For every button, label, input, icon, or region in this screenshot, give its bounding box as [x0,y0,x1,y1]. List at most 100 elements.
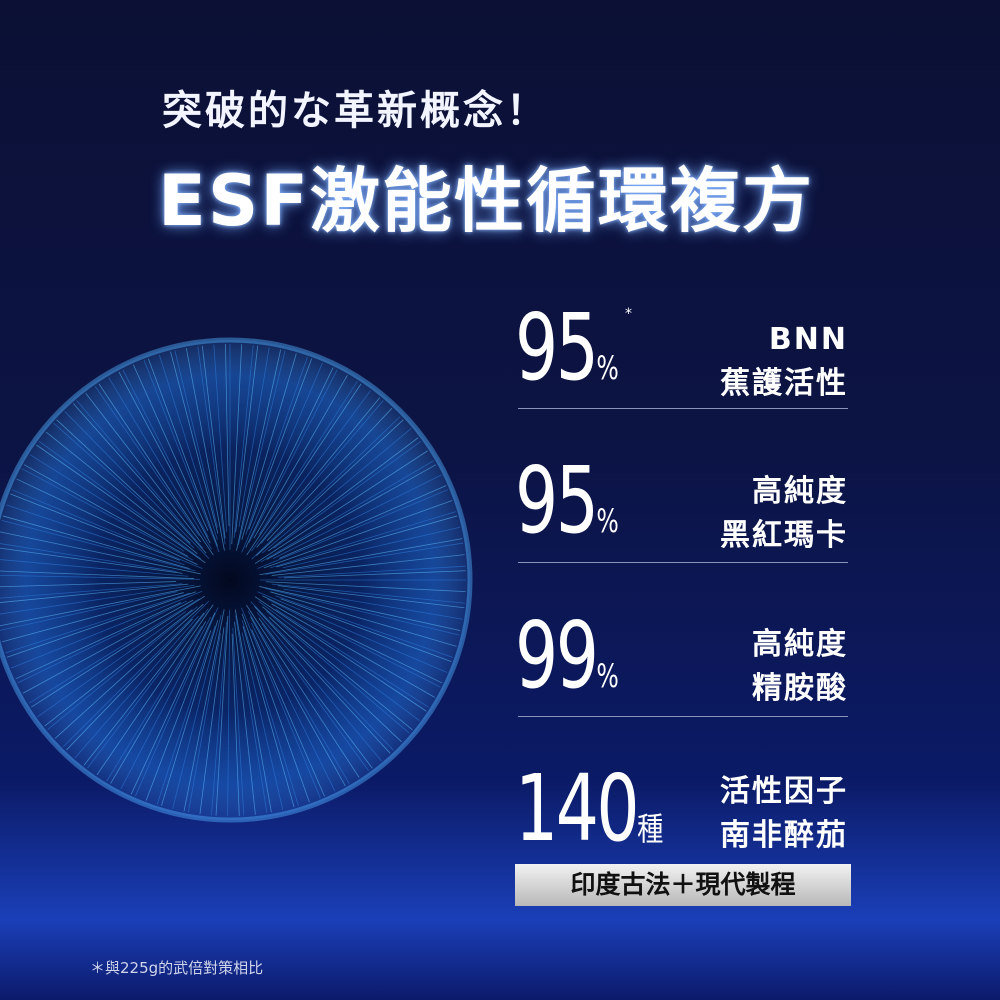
sphere-ray [0,591,178,631]
sphere-ray [251,622,336,792]
sphere-ray [273,440,422,549]
sphere-ray [0,574,201,580]
sphere-ray [94,386,200,536]
sphere-ray [231,344,243,545]
sphere-ray [122,369,209,538]
label-line: 南非醉茄 [720,818,848,853]
sphere-ray [232,627,245,816]
sphere-ray [265,542,464,575]
stat-label: 高純度黑紅瑪卡 [720,470,848,558]
sphere-ray [197,346,226,545]
sphere-ray [213,344,228,533]
sphere-ray [56,419,191,544]
sphere-ray [23,464,189,557]
note-mark: * [625,306,632,322]
sphere-ray [254,606,391,754]
label-line: 黑紅瑪卡 [720,518,848,553]
sphere-ray [130,612,216,795]
sphere-ray [172,614,222,810]
label-line: 活性因子 [720,774,848,809]
sphere-ray [266,464,437,560]
sphere-ray [271,554,465,576]
sphere-ray [258,618,373,769]
sphere-ray [241,632,284,811]
sphere-ray [250,616,346,787]
sphere-ray [261,623,370,772]
banner: 印度古法＋現代製程 [515,864,851,906]
sphere-ray [279,485,447,559]
sphere-ray [62,600,210,748]
sphere-ray [275,608,429,708]
stat-label: 活性因子 南非醉茄 [720,770,848,858]
sphere-ray [199,627,225,815]
sphere-ray [110,621,207,784]
sphere-ray [269,616,402,743]
title: ESF激能性循環複方 [158,160,815,242]
sphere-ray [85,392,201,543]
sphere-ray [261,428,412,554]
sphere-ray [260,460,434,563]
sphere-rays [0,344,466,816]
sphere-ray [235,345,259,533]
sphere-ray [211,621,228,816]
sphere-ray [73,403,207,554]
sphere-ray [265,581,466,593]
sphere-ray [37,610,187,718]
sphere-ray [96,604,214,776]
sphere-ray [260,400,384,544]
sphere-ray [5,592,191,654]
sphere-ray [257,489,449,569]
sphere-ray [266,610,410,734]
sphere-ray [45,431,198,554]
subtitle: 突破的な革新概念！ [162,88,549,134]
stat-value: 95 [515,447,599,554]
sphere-ray [215,615,229,816]
sphere-ray [257,591,448,673]
sphere-ray [271,603,435,698]
label-line: 高純度 [752,474,848,509]
sphere-ray [233,345,254,539]
sphere-ray [238,347,270,527]
sphere-ray [283,570,466,579]
sphere-ray [11,489,203,569]
stat-number: 140種 [515,763,663,855]
sphere-ray [246,383,362,556]
sphere-ray [271,583,465,604]
sphere-ray [241,362,323,553]
sphere-rim [0,337,473,823]
sphere-ray [241,353,297,540]
sphere-ray [6,504,185,566]
sphere-ray [263,500,453,569]
sphere-ray [53,422,195,549]
sphere-ray [21,468,194,561]
sphere-ray [248,369,338,543]
sphere-ray [256,397,381,548]
sphere-ray [256,611,382,762]
sphere-ray [268,437,419,552]
stat-number: 95% [515,302,619,394]
sphere-ray [108,377,212,550]
sphere-ray [241,620,299,806]
stat-unit: % [596,502,618,540]
sphere-ray [183,609,225,812]
sphere-ray [247,610,350,784]
sphere-ray [0,584,195,615]
sphere-ray [251,390,371,552]
sphere-ray [158,354,218,541]
sphere-ray [201,345,226,539]
sphere-ray [28,598,200,704]
sphere-ray [74,615,199,759]
sphere-ray [0,559,189,577]
sphere-ray [2,515,190,569]
label-line: 精胺酸 [752,671,848,706]
sphere-ray [251,629,325,797]
sphere-ray [156,625,216,805]
sphere-ray [17,600,187,684]
sphere-ray [134,607,219,797]
sphere-ray [241,613,310,803]
sphere-ray [22,599,194,694]
stat-label: 高純度 精胺酸 [752,623,848,711]
sphere-ray [236,349,282,551]
sphere-ray [0,583,189,603]
sphere-ray [64,411,210,559]
